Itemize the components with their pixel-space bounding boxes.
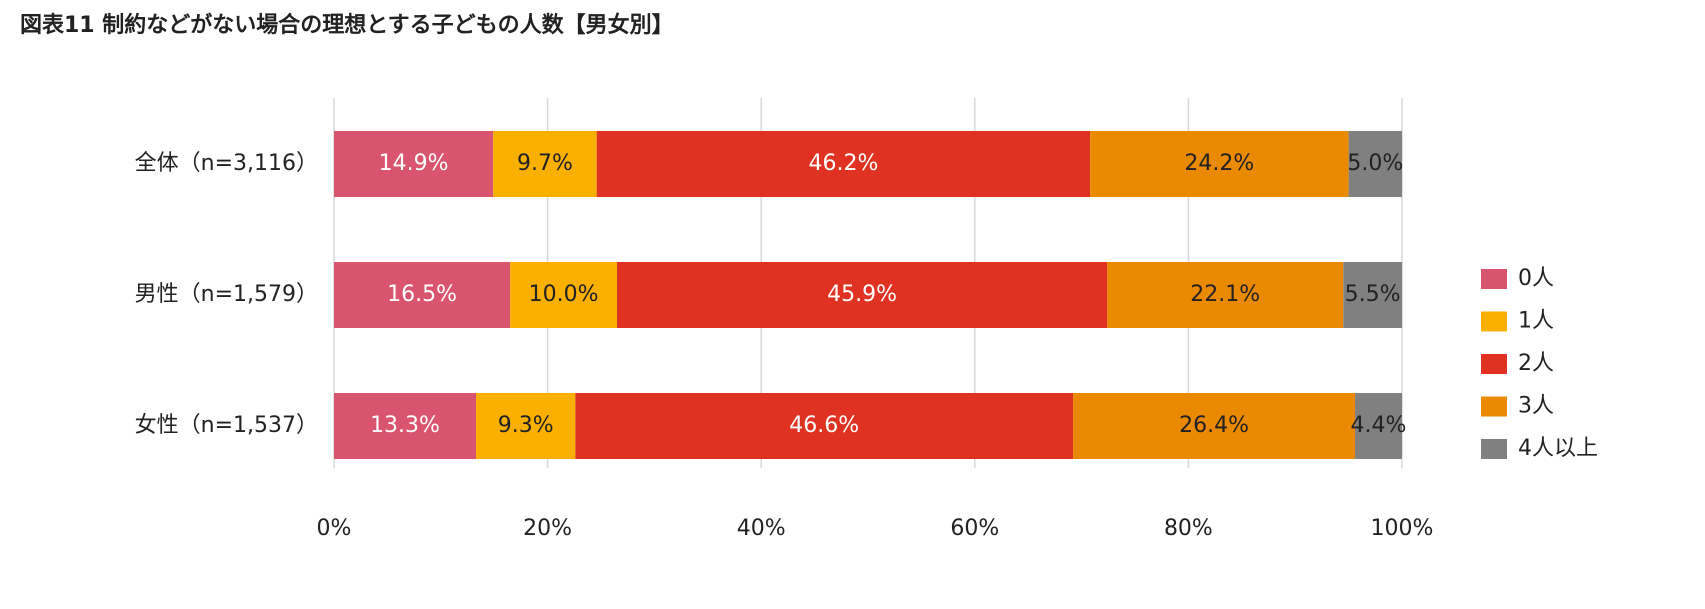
y-tick-label: 男性（n=1,579）: [135, 282, 318, 307]
bar-segment: [476, 393, 576, 459]
value-label: 45.9%: [827, 282, 897, 307]
bar-segment: [596, 131, 1091, 197]
x-tick-label: 40%: [737, 516, 786, 541]
y-tick-label: 全体（n=3,116）: [135, 151, 318, 176]
chart-title: 図表11 制約などがない場合の理想とする子どもの人数【男女別】: [20, 12, 674, 38]
value-label: 14.9%: [379, 151, 449, 176]
bar-segment: [1348, 131, 1402, 197]
value-label: 10.0%: [529, 282, 599, 307]
bar-segment: [1090, 131, 1349, 197]
legend-swatch: [1481, 439, 1507, 459]
legend-swatch: [1481, 396, 1507, 417]
bar-segment: [1343, 262, 1402, 328]
bar-segment: [334, 393, 477, 459]
x-tick-label: 80%: [1164, 516, 1213, 541]
bar-segment: [1107, 262, 1344, 328]
legend-label: 2人: [1518, 351, 1554, 376]
legend-swatch: [1481, 354, 1507, 374]
y-tick-label: 女性（n=1,537）: [135, 413, 318, 438]
bar-segment: [334, 262, 511, 328]
value-label: 16.5%: [387, 282, 457, 307]
bar-segment: [493, 131, 597, 197]
value-label: 22.1%: [1190, 282, 1260, 307]
x-tick-label: 60%: [950, 516, 999, 541]
value-label: 13.3%: [370, 413, 440, 438]
legend-swatch: [1481, 311, 1507, 332]
x-tick-label: 100%: [1371, 516, 1434, 541]
value-label: 24.2%: [1184, 151, 1254, 176]
bar-segment: [617, 262, 1108, 328]
value-label: 4.4%: [1351, 413, 1407, 438]
x-tick-label: 20%: [523, 516, 572, 541]
bar-segment: [1073, 393, 1356, 459]
legend-swatch: [1481, 269, 1507, 289]
value-label: 9.7%: [517, 151, 573, 176]
legend-label: 0人: [1518, 266, 1554, 291]
bar-segment: [575, 393, 1074, 459]
bar-segment: [1355, 393, 1402, 459]
value-label: 26.4%: [1179, 413, 1249, 438]
legend-label: 3人: [1518, 394, 1554, 419]
bar-segment: [510, 262, 618, 328]
bar-segment: [334, 131, 494, 197]
value-label: 5.5%: [1345, 282, 1401, 307]
x-tick-label: 0%: [317, 516, 352, 541]
value-label: 46.6%: [789, 413, 859, 438]
legend-label: 4人以上: [1518, 436, 1598, 461]
legend-label: 1人: [1518, 309, 1554, 334]
value-label: 5.0%: [1347, 151, 1403, 176]
value-label: 9.3%: [498, 413, 554, 438]
value-label: 46.2%: [808, 151, 878, 176]
